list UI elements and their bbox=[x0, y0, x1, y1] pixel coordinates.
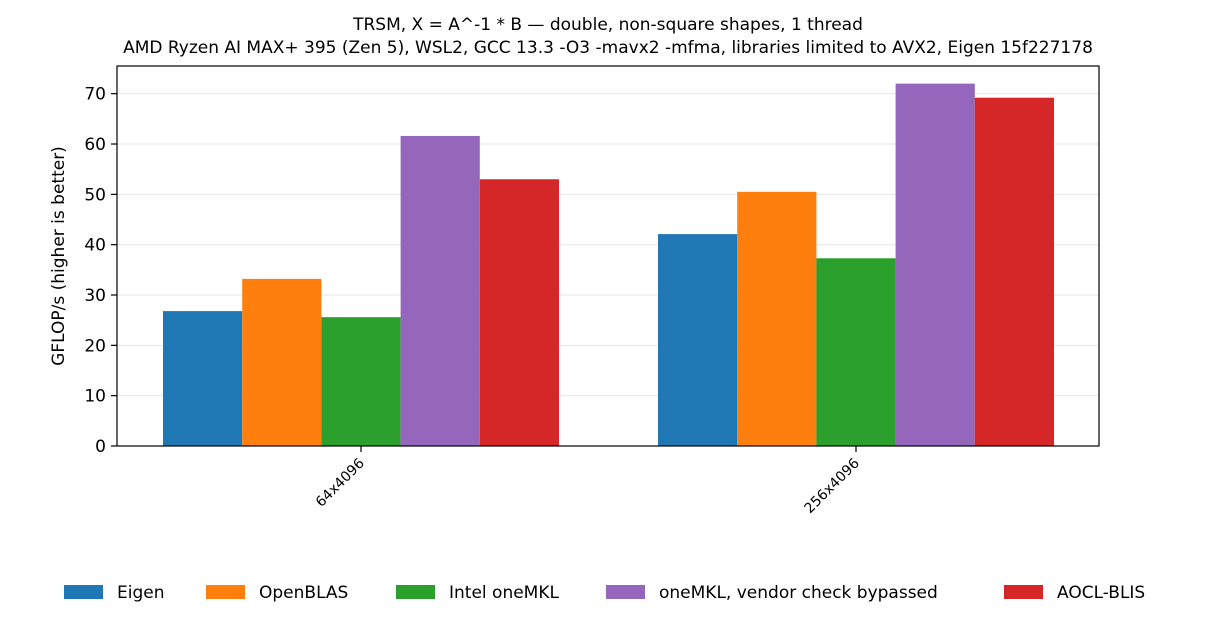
y-axis-ticks: 0 10 20 30 40 50 60 70 bbox=[84, 85, 117, 457]
y-tick-label: 60 bbox=[84, 135, 106, 155]
bar-aocl-blis-64x4096 bbox=[479, 179, 559, 446]
bar-openblas-64x4096 bbox=[242, 278, 322, 446]
legend-swatch bbox=[1004, 585, 1043, 599]
bar-aocl-blis-256x4096 bbox=[974, 97, 1054, 446]
bar-onemkl-vendor-check-bypassed-256x4096 bbox=[895, 83, 975, 446]
bar-onemkl-vendor-check-bypassed-64x4096 bbox=[400, 135, 480, 446]
legend-label: Eigen bbox=[117, 583, 165, 603]
legend-label: oneMKL, vendor check bypassed bbox=[659, 583, 938, 603]
chart-subtitle: AMD Ryzen AI MAX+ 395 (Zen 5), WSL2, GCC… bbox=[123, 38, 1093, 58]
y-axis-label: GFLOP/s (higher is better) bbox=[49, 146, 69, 366]
legend-swatch bbox=[606, 585, 645, 599]
plot-frame bbox=[116, 65, 1100, 447]
bar-intel-onemkl-64x4096 bbox=[321, 317, 401, 446]
y-tick-label: 40 bbox=[84, 236, 106, 256]
y-tick-label: 70 bbox=[84, 85, 106, 105]
x-axis-ticks: 64x4096 256x4096 bbox=[313, 446, 863, 517]
x-tick-label: 64x4096 bbox=[313, 455, 368, 510]
legend-swatch bbox=[206, 585, 245, 599]
bar-eigen-64x4096 bbox=[163, 311, 243, 446]
bar-intel-onemkl-256x4096 bbox=[816, 258, 896, 446]
bars bbox=[163, 83, 1054, 446]
y-tick-label: 0 bbox=[95, 437, 106, 457]
legend-label: AOCL-BLIS bbox=[1057, 583, 1145, 603]
y-tick-label: 30 bbox=[84, 286, 106, 306]
x-tick-label: 256x4096 bbox=[802, 455, 863, 516]
legend-label: Intel oneMKL bbox=[449, 583, 559, 603]
chart-title: TRSM, X = A^-1 * B — double, non-square … bbox=[352, 15, 863, 35]
legend-swatch bbox=[396, 585, 435, 599]
bar-eigen-256x4096 bbox=[658, 234, 738, 446]
legend-label: OpenBLAS bbox=[259, 583, 348, 603]
legend: Eigen OpenBLAS Intel oneMKL oneMKL, vendor … bbox=[64, 583, 1145, 603]
bar-openblas-256x4096 bbox=[737, 191, 817, 446]
y-tick-label: 20 bbox=[84, 336, 106, 356]
y-tick-label: 10 bbox=[84, 387, 106, 407]
legend-swatch bbox=[64, 585, 103, 599]
y-tick-label: 50 bbox=[84, 185, 106, 205]
